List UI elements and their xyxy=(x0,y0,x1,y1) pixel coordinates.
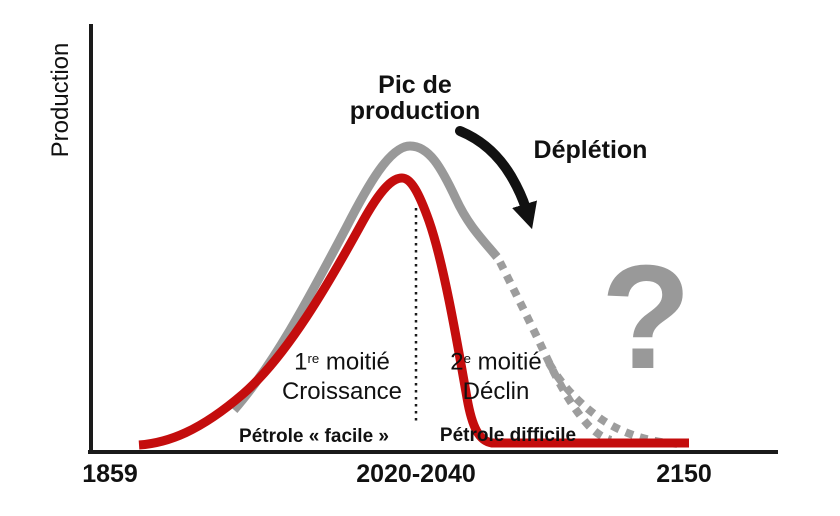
red-easy-oil-curve xyxy=(138,173,689,450)
x-tick-2150: 2150 xyxy=(656,460,712,488)
easy-oil-annotation: Pétrole « facile » xyxy=(239,426,389,447)
y-axis-label: Production xyxy=(47,42,74,158)
growth-ordinal: 1 xyxy=(294,348,308,376)
peak-annotation-line2: production xyxy=(349,97,481,125)
decline-ordinal-sup: e xyxy=(463,351,471,366)
depletion-arrow-icon xyxy=(455,126,538,230)
x-tick-2020-2040: 2020-2040 xyxy=(356,460,476,488)
gray-production-curve xyxy=(230,141,501,413)
dashed-decline-steep xyxy=(496,260,613,444)
decline-phase-line2: Déclin xyxy=(462,377,530,405)
growth-phase-line2: Croissance xyxy=(281,377,403,405)
growth-phase-line1: 1re moitié xyxy=(258,344,426,377)
decline-phase-line1: 2e moitié xyxy=(412,344,580,377)
uncertainty-question-mark: ? xyxy=(600,235,692,400)
growth-ordinal-rest: moitié xyxy=(319,348,390,376)
x-tick-1859: 1859 xyxy=(82,460,138,488)
depletion-annotation: Déplétion xyxy=(533,136,648,164)
decline-phase-annotation: 2e moitié Déclin xyxy=(412,344,580,406)
hard-oil-annotation: Pétrole difficile xyxy=(439,425,577,446)
growth-phase-annotation: 1re moitié Croissance xyxy=(258,344,426,406)
decline-ordinal-rest: moitié xyxy=(471,348,542,376)
decline-ordinal: 2 xyxy=(450,348,464,376)
growth-ordinal-sup: re xyxy=(307,351,320,366)
peak-annotation-line1: Pic de xyxy=(378,71,452,99)
peak-annotation: Pic de production xyxy=(315,72,515,124)
